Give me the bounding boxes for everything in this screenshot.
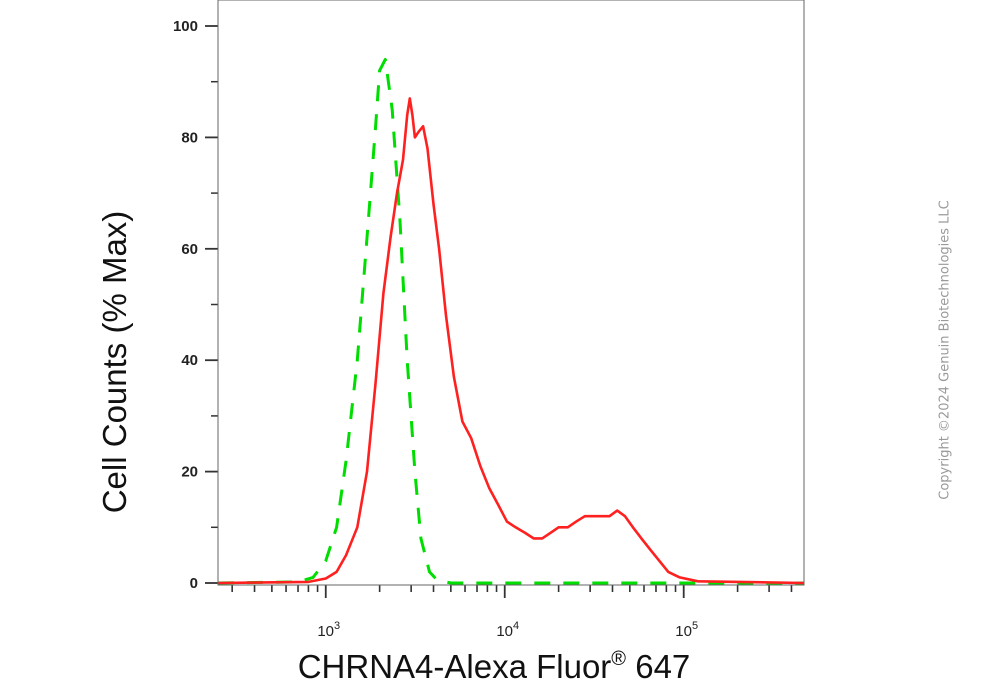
x-tick-label: 103 bbox=[317, 620, 340, 640]
x-axis-title-superscript: ® bbox=[611, 648, 626, 670]
plot-frame bbox=[217, 0, 805, 586]
x-tick-label: 104 bbox=[496, 620, 519, 640]
y-ticks: 0 20 40 60 80 100 bbox=[173, 18, 218, 592]
x-axis-title: CHRNA4-Alexa Fluor® 647 bbox=[298, 648, 691, 685]
y-tick-label: 20 bbox=[181, 464, 198, 481]
y-tick-label: 40 bbox=[181, 352, 198, 369]
x-minor-ticks bbox=[231, 585, 793, 592]
series-layer bbox=[217, 57, 805, 585]
copyright-text: Copyright ©2024 Genuin Biotechnologies L… bbox=[937, 200, 953, 500]
x-axis-title-suffix: 647 bbox=[626, 648, 690, 685]
control-series-line bbox=[217, 57, 804, 585]
y-tick-label: 100 bbox=[173, 18, 198, 35]
y-tick-label: 60 bbox=[181, 241, 198, 258]
y-tick-label: 0 bbox=[190, 575, 198, 592]
x-axis-title-main: CHRNA4-Alexa Fluor bbox=[298, 648, 612, 685]
x-major-ticks: 103 104 105 bbox=[317, 585, 698, 640]
y-axis-title: Cell Counts (% Max) bbox=[96, 211, 133, 514]
y-tick-label: 80 bbox=[181, 129, 198, 146]
chrna4-series-line bbox=[217, 97, 805, 585]
x-tick-label: 105 bbox=[675, 620, 698, 640]
